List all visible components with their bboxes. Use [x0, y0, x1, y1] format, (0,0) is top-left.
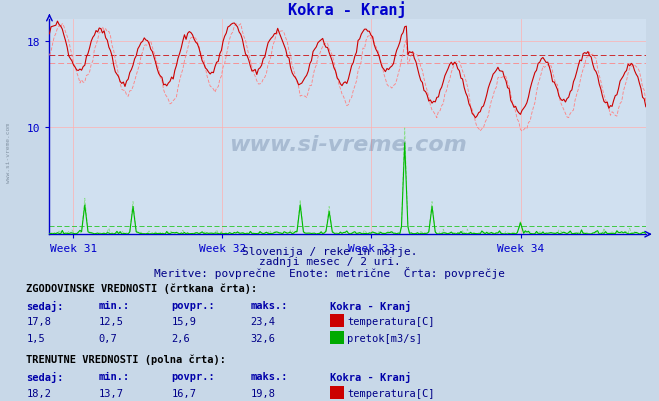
Text: 15,9: 15,9 [171, 316, 196, 326]
Text: 19,8: 19,8 [250, 388, 275, 397]
Text: temperatura[C]: temperatura[C] [347, 388, 435, 397]
Title: Kokra - Kranj: Kokra - Kranj [288, 1, 407, 18]
Text: www.si-vreme.com: www.si-vreme.com [6, 122, 11, 182]
Text: 23,4: 23,4 [250, 316, 275, 326]
Text: Slovenija / reke in morje.: Slovenija / reke in morje. [242, 247, 417, 257]
Text: 2,6: 2,6 [171, 333, 190, 343]
Text: 18,2: 18,2 [26, 388, 51, 397]
Text: povpr.:: povpr.: [171, 371, 215, 381]
Text: povpr.:: povpr.: [171, 300, 215, 310]
Text: ZGODOVINSKE VREDNOSTI (črtkana črta):: ZGODOVINSKE VREDNOSTI (črtkana črta): [26, 283, 258, 293]
Text: zadnji mesec / 2 uri.: zadnji mesec / 2 uri. [258, 257, 401, 267]
Text: min.:: min.: [99, 300, 130, 310]
Text: Meritve: povprečne  Enote: metrične  Črta: povprečje: Meritve: povprečne Enote: metrične Črta:… [154, 267, 505, 279]
Text: sedaj:: sedaj: [26, 371, 64, 382]
Text: temperatura[C]: temperatura[C] [347, 316, 435, 326]
Text: maks.:: maks.: [250, 371, 288, 381]
Text: www.si-vreme.com: www.si-vreme.com [229, 134, 467, 154]
Text: sedaj:: sedaj: [26, 300, 64, 311]
Text: 12,5: 12,5 [99, 316, 124, 326]
Text: 1,5: 1,5 [26, 333, 45, 343]
Text: 0,7: 0,7 [99, 333, 117, 343]
Text: 16,7: 16,7 [171, 388, 196, 397]
Text: Kokra - Kranj: Kokra - Kranj [330, 300, 411, 311]
Text: 17,8: 17,8 [26, 316, 51, 326]
Text: maks.:: maks.: [250, 300, 288, 310]
Text: 13,7: 13,7 [99, 388, 124, 397]
Text: min.:: min.: [99, 371, 130, 381]
Text: pretok[m3/s]: pretok[m3/s] [347, 333, 422, 343]
Text: TRENUTNE VREDNOSTI (polna črta):: TRENUTNE VREDNOSTI (polna črta): [26, 354, 226, 365]
Text: Kokra - Kranj: Kokra - Kranj [330, 371, 411, 382]
Text: 32,6: 32,6 [250, 333, 275, 343]
